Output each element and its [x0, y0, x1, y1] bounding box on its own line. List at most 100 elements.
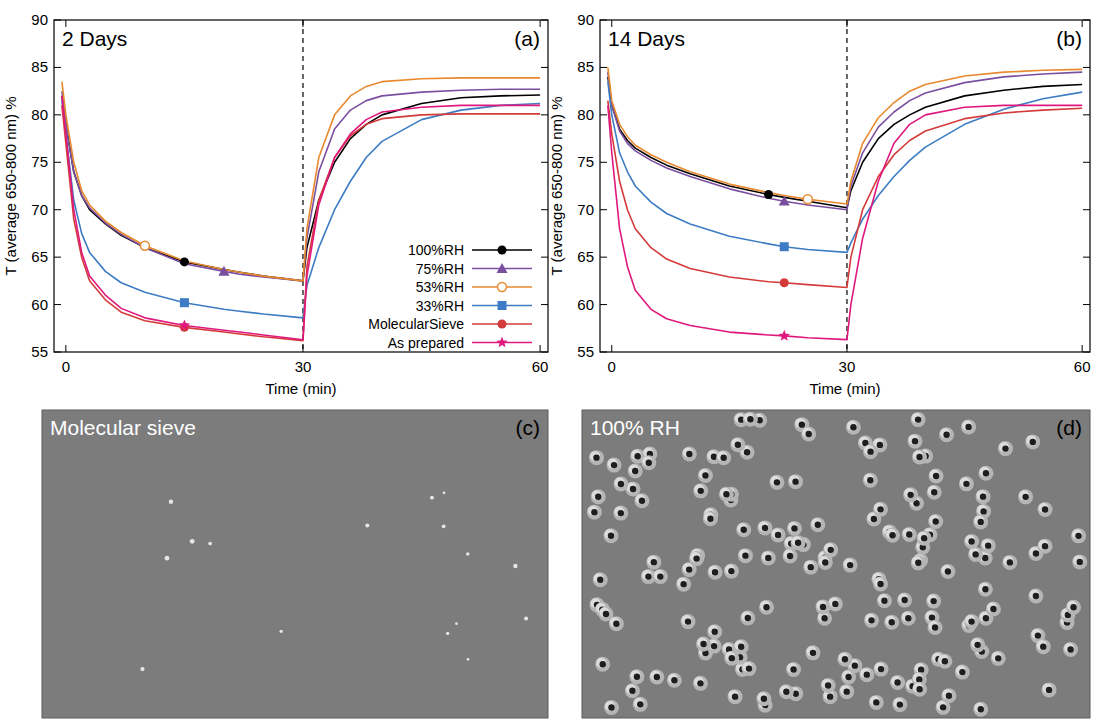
- particle-halo: [707, 624, 722, 639]
- particle-core: [613, 621, 619, 627]
- particle-halo: [873, 502, 888, 517]
- particle-halo: [742, 661, 757, 676]
- particle-rim: [594, 573, 604, 583]
- particle-rim: [929, 515, 939, 525]
- particle-core: [982, 586, 988, 592]
- particle-rim: [608, 459, 618, 469]
- marker: [180, 257, 189, 266]
- particle-rim: [650, 671, 660, 681]
- particle-halo: [1066, 600, 1081, 615]
- particle-halo: [771, 527, 786, 542]
- particle-core: [930, 598, 936, 604]
- particle-core: [828, 547, 834, 553]
- series-line: [608, 67, 1082, 204]
- particle-core: [815, 522, 821, 528]
- legend-marker: [496, 337, 507, 348]
- particle-halo: [1036, 639, 1051, 654]
- particle-core: [632, 468, 638, 474]
- speck: [446, 632, 449, 635]
- particle-core: [1042, 506, 1048, 512]
- particle-rim: [642, 570, 652, 580]
- particle-rim: [806, 646, 816, 656]
- legend-label: MolecularSieve: [368, 316, 464, 332]
- y-tick-mirror: [1083, 162, 1090, 163]
- particle-halo: [730, 437, 745, 452]
- marker: [180, 298, 189, 307]
- series-line: [62, 101, 540, 318]
- y-tick-label: 65: [31, 248, 48, 265]
- particle-core: [889, 532, 895, 538]
- y-tick-mirror: [1083, 209, 1090, 210]
- particle-rim: [865, 614, 875, 624]
- particle-rim: [962, 420, 972, 430]
- particle-rim: [915, 663, 925, 673]
- particle-core: [822, 559, 828, 565]
- particle-core: [825, 682, 831, 688]
- particle-rim: [844, 559, 854, 569]
- particle-core: [732, 693, 738, 699]
- particle-halo: [877, 593, 892, 608]
- y-tick-label: 70: [577, 201, 594, 218]
- particle-core: [774, 479, 780, 485]
- particle-halo: [917, 531, 932, 546]
- y-tick-label: 60: [577, 296, 594, 313]
- x-tick-mirror: [611, 20, 612, 27]
- particle-rim: [694, 484, 704, 494]
- particle-rim: [725, 652, 735, 662]
- y-tick-label: 55: [31, 343, 48, 360]
- y-tick: [54, 304, 61, 305]
- particle-rim: [788, 522, 798, 532]
- series-line: [62, 89, 540, 281]
- particle-core: [916, 454, 922, 460]
- legend-label: 75%RH: [416, 261, 464, 277]
- particle-halo: [708, 565, 723, 580]
- particle-core: [974, 642, 980, 648]
- speck: [443, 491, 446, 494]
- particle-core: [593, 454, 599, 460]
- y-tick: [54, 209, 61, 210]
- y-tick: [600, 67, 607, 68]
- particle-rim: [860, 668, 870, 678]
- particle-core: [931, 489, 937, 495]
- particle-halo: [805, 645, 820, 660]
- particle-halo: [911, 555, 926, 570]
- particle-halo: [629, 669, 644, 684]
- particle-halo: [864, 613, 879, 628]
- particle-core: [894, 679, 900, 685]
- y-tick: [54, 162, 61, 163]
- particle-core: [963, 481, 969, 487]
- particle-rim: [974, 703, 984, 713]
- particle-rim: [893, 698, 903, 708]
- particle-rim: [789, 475, 799, 485]
- marker: [779, 196, 790, 206]
- particle-halo: [964, 614, 979, 629]
- particle-core: [1075, 533, 1081, 539]
- particle-halo: [787, 521, 802, 536]
- speck: [280, 630, 283, 633]
- marker: [179, 319, 190, 330]
- chart-panel: 556065707580859003060Time (min)T (averag…: [2, 11, 548, 397]
- particle-core: [712, 629, 718, 635]
- particle-core: [877, 506, 883, 512]
- particle-core: [686, 566, 692, 572]
- particle-halo: [941, 688, 956, 703]
- series-line: [608, 72, 1082, 210]
- particle-rim: [977, 505, 987, 515]
- particle-core: [912, 438, 918, 444]
- particle-halo: [786, 662, 801, 677]
- particle-core: [832, 601, 838, 607]
- particle-rim: [965, 535, 975, 545]
- particle-core: [1033, 593, 1039, 599]
- particle-core: [808, 564, 814, 570]
- particle-rim: [590, 451, 600, 461]
- particle-halo: [625, 683, 640, 698]
- particle-rim: [784, 550, 794, 560]
- particle-halo: [1038, 502, 1053, 517]
- particle-core: [810, 650, 816, 656]
- particle-core: [707, 516, 713, 522]
- particle-core: [799, 421, 805, 427]
- particle-halo: [716, 450, 731, 465]
- particle-rim: [743, 662, 753, 672]
- particle-rim: [677, 578, 687, 588]
- particle-core: [595, 494, 601, 500]
